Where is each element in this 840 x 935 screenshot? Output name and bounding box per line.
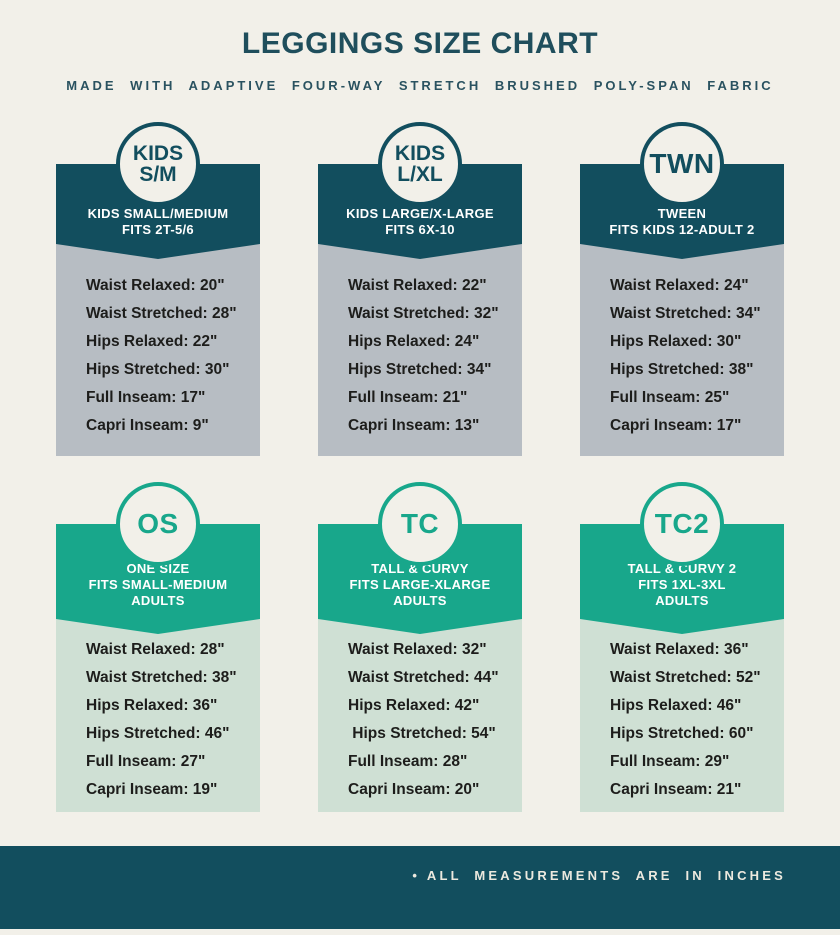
header-line: KIDS SMALL/MEDIUM <box>87 206 229 222</box>
card-body: Waist Relaxed: 36" Waist Stretched: 52" … <box>580 619 784 812</box>
size-badge: TC <box>378 482 462 566</box>
header-line: ADULTS <box>393 593 447 609</box>
size-badge: OS <box>116 482 200 566</box>
measurement-row: Waist Relaxed: 20" <box>86 277 225 294</box>
measurement-row: Waist Stretched: 38" <box>86 669 237 686</box>
header-line: FITS KIDS 12-ADULT 2 <box>609 222 755 238</box>
size-card-kids-sm: KIDS S/M KIDS SMALL/MEDIUM FITS 2T-5/6 W… <box>56 122 260 456</box>
page-title: LEGGINGS SIZE CHART <box>241 27 599 60</box>
measurement-row: Waist Stretched: 32" <box>348 305 499 322</box>
measurement-row: Waist Relaxed: 32" <box>348 641 487 658</box>
size-badge: KIDS L/XL <box>378 122 462 206</box>
measurement-row: Waist Relaxed: 22" <box>348 277 487 294</box>
size-card-tc2: TC2 TALL & CURVY 2 FITS 1XL-3XL ADULTS W… <box>580 482 784 812</box>
measurement-row: Hips Stretched: 34" <box>348 361 492 378</box>
measurement-row: Capri Inseam: 19" <box>86 781 218 798</box>
measurement-row: Waist Relaxed: 28" <box>86 641 225 658</box>
measurement-row: Hips Relaxed: 42" <box>348 697 480 714</box>
measurement-row: Hips Stretched: 38" <box>610 361 754 378</box>
card-header: KIDS LARGE/X-LARGE FITS 6X-10 <box>318 164 522 259</box>
cards-row-top: KIDS S/M KIDS SMALL/MEDIUM FITS 2T-5/6 W… <box>0 122 840 456</box>
size-card-kids-lxl: KIDS L/XL KIDS LARGE/X-LARGE FITS 6X-10 … <box>318 122 522 456</box>
measurement-row: Waist Stretched: 44" <box>348 669 499 686</box>
header-line: TALL & CURVY 2 <box>627 561 737 577</box>
measurement-row: Waist Stretched: 34" <box>610 305 761 322</box>
header-line: FITS LARGE-XLARGE <box>349 577 491 593</box>
measurement-row: Hips Relaxed: 36" <box>86 697 218 714</box>
card-body: Waist Relaxed: 24" Waist Stretched: 34" … <box>580 244 784 456</box>
measurement-row: Hips Stretched: 54" <box>348 725 496 742</box>
badge-label: TC2 <box>654 507 710 539</box>
size-card-os: OS ONE SIZE FITS SMALL-MEDIUM ADULTS Wai… <box>56 482 260 812</box>
size-card-tc: TC TALL & CURVY FITS LARGE-XLARGE ADULTS… <box>318 482 522 812</box>
badge-label: OS <box>137 507 179 539</box>
measurement-row: Waist Stretched: 52" <box>610 669 761 686</box>
measurement-row: Capri Inseam: 21" <box>610 781 742 798</box>
measurement-row: Waist Stretched: 28" <box>86 305 237 322</box>
card-body: Waist Relaxed: 32" Waist Stretched: 44" … <box>318 619 522 812</box>
page-subtitle: MADE WITH ADAPTIVE FOUR-WAY STRETCH BRUS… <box>66 78 774 93</box>
header-line: FITS 6X-10 <box>385 222 455 238</box>
size-badge: KIDS S/M <box>116 122 200 206</box>
footer-bar: • ALL MEASUREMENTS ARE IN INCHES <box>0 846 840 929</box>
measurement-row: Full Inseam: 28" <box>348 753 468 770</box>
header-line: ADULTS <box>655 593 709 609</box>
header-line: TWEEN <box>657 206 707 222</box>
card-body: Waist Relaxed: 28" Waist Stretched: 38" … <box>56 619 260 812</box>
measurement-row: Capri Inseam: 20" <box>348 781 480 798</box>
card-body: Waist Relaxed: 20" Waist Stretched: 28" … <box>56 244 260 456</box>
size-card-twn: TWN TWEEN FITS KIDS 12-ADULT 2 Waist Rel… <box>580 122 784 456</box>
measurement-row: Hips Stretched: 46" <box>86 725 230 742</box>
bullet-icon: • <box>412 868 417 883</box>
header-line: ONE SIZE <box>126 561 190 577</box>
badge-label: S/M <box>139 163 177 186</box>
size-badge: TC2 <box>640 482 724 566</box>
badge-label: TC <box>400 507 440 539</box>
measurement-row: Hips Stretched: 30" <box>86 361 230 378</box>
footer-note: ALL MEASUREMENTS ARE IN INCHES <box>426 868 786 883</box>
badge-label: TWN <box>649 147 715 179</box>
measurement-row: Hips Relaxed: 22" <box>86 333 218 350</box>
header-line: ADULTS <box>131 593 185 609</box>
header-line: FITS SMALL-MEDIUM <box>88 577 228 593</box>
header-line: FITS 1XL-3XL <box>638 577 726 593</box>
measurement-row: Hips Relaxed: 24" <box>348 333 480 350</box>
header-line: KIDS LARGE/X-LARGE <box>346 206 494 222</box>
measurement-row: Capri Inseam: 13" <box>348 417 480 434</box>
measurement-row: Full Inseam: 27" <box>86 753 206 770</box>
badge-label: KIDS <box>394 141 446 165</box>
measurement-row: Hips Stretched: 60" <box>610 725 754 742</box>
badge-label: KIDS <box>132 141 184 165</box>
cards-row-bottom: OS ONE SIZE FITS SMALL-MEDIUM ADULTS Wai… <box>0 482 840 812</box>
measurement-row: Full Inseam: 29" <box>610 753 730 770</box>
measurement-row: Capri Inseam: 17" <box>610 417 742 434</box>
measurement-row: Capri Inseam: 9" <box>86 417 209 434</box>
measurement-row: Hips Relaxed: 46" <box>610 697 742 714</box>
measurement-row: Hips Relaxed: 30" <box>610 333 742 350</box>
measurement-row: Waist Relaxed: 36" <box>610 641 749 658</box>
measurement-row: Full Inseam: 21" <box>348 389 468 406</box>
badge-label: L/XL <box>397 163 443 186</box>
header-line: FITS 2T-5/6 <box>122 222 194 238</box>
card-body: Waist Relaxed: 22" Waist Stretched: 32" … <box>318 244 522 456</box>
measurement-row: Waist Relaxed: 24" <box>610 277 749 294</box>
size-badge: TWN <box>640 122 724 206</box>
header-line: TALL & CURVY <box>371 561 469 577</box>
measurement-row: Full Inseam: 25" <box>610 389 730 406</box>
measurement-row: Full Inseam: 17" <box>86 389 206 406</box>
